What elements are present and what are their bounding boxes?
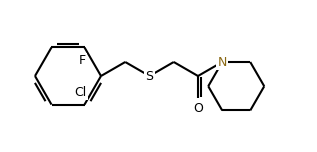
Text: O: O [193,102,203,114]
Text: F: F [79,54,86,67]
Text: Cl: Cl [74,86,87,99]
Text: N: N [217,55,227,69]
Text: S: S [146,69,153,83]
